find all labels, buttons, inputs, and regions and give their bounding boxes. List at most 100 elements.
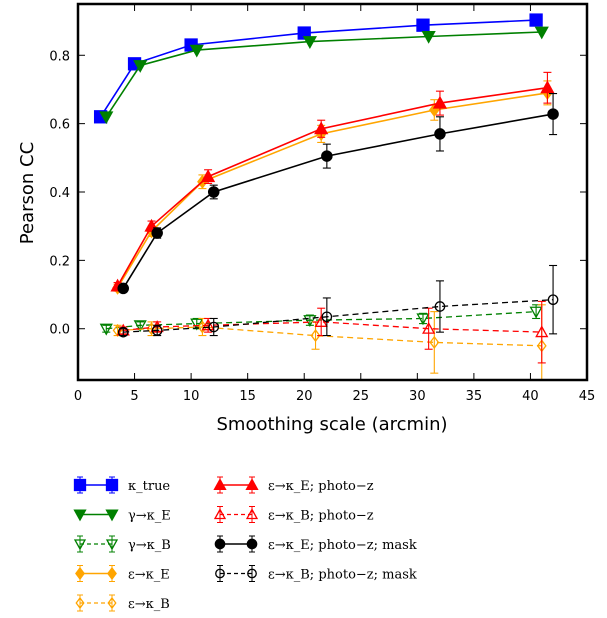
data-point — [416, 313, 430, 326]
data-point — [434, 128, 446, 140]
legend-label: γ→κ_E — [128, 509, 171, 524]
legend-label: κ_true — [128, 479, 170, 494]
x-tick-label: 30 — [409, 389, 426, 404]
data-point — [314, 315, 328, 327]
legend-marker — [73, 539, 87, 551]
y-tick-label: 0.2 — [49, 254, 70, 269]
x-tick-label: 5 — [130, 389, 138, 404]
series-line — [117, 326, 542, 347]
x-tick-label: 10 — [183, 389, 200, 404]
legend-entry: ε→κ_B; photo−z — [213, 506, 374, 524]
legend-entry: ε→κ_E — [75, 565, 170, 583]
data-point — [422, 321, 436, 334]
legend-entry: ε→κ_B; photo−z; mask — [215, 565, 417, 583]
legend-label: γ→κ_B — [128, 538, 171, 553]
data-point — [302, 36, 317, 49]
x-tick-label: 20 — [296, 389, 313, 404]
legend-entry: ε→κ_B — [75, 594, 170, 612]
plot-area — [93, 13, 559, 380]
legend-entry: κ_true — [73, 476, 170, 494]
data-point — [117, 282, 129, 295]
x-tick-label: 25 — [353, 389, 370, 404]
legend-marker — [105, 478, 119, 492]
x-tick-label: 40 — [522, 389, 539, 404]
legend-marker — [75, 596, 85, 610]
legend-marker — [245, 478, 259, 491]
data-point — [421, 31, 436, 44]
data-point — [99, 323, 113, 336]
series-7 — [117, 93, 559, 295]
legend-label: ε→κ_B; photo−z — [268, 509, 374, 524]
data-point — [416, 18, 430, 32]
data-point — [434, 301, 446, 312]
series-line — [116, 92, 548, 289]
series-4 — [112, 304, 547, 380]
legend: κ_true γ→κ_E γ→κ_B ε→κ_E ε→κ_B ε→κ_E; photo−z… — [73, 476, 417, 612]
legend-marker — [75, 566, 85, 581]
data-point — [297, 26, 311, 40]
legend-marker — [245, 508, 259, 520]
error-bar — [209, 317, 218, 337]
legend-entry: γ→κ_B — [73, 535, 171, 553]
data-point — [117, 326, 129, 338]
error-bar — [322, 297, 331, 337]
series-line — [116, 86, 548, 287]
legend-entry: γ→κ_E — [73, 509, 171, 524]
legend-marker — [105, 509, 119, 522]
data-point — [540, 80, 555, 94]
y-tick-label: 0.8 — [49, 49, 70, 64]
data-point — [321, 150, 333, 162]
data-point — [303, 315, 317, 328]
legend-marker — [105, 539, 119, 551]
x-tick-label: 45 — [579, 389, 596, 404]
data-point — [314, 121, 329, 135]
data-point — [189, 44, 204, 58]
data-point — [429, 335, 440, 349]
error-bar — [430, 311, 439, 374]
plot-frame — [76, 2, 589, 382]
legend-label: ε→κ_E — [128, 568, 170, 583]
legend-marker — [107, 596, 117, 610]
legend-marker — [73, 509, 87, 522]
series-2 — [99, 304, 543, 336]
data-point — [547, 108, 559, 120]
series-line — [105, 31, 542, 118]
y-axis-title: Pearson CC — [17, 142, 38, 244]
error-bar — [435, 280, 444, 333]
legend-entry: ε→κ_E; photo−z — [213, 476, 374, 494]
legend-label: ε→κ_E; photo−z — [268, 479, 374, 494]
data-point — [151, 325, 163, 336]
data-point — [432, 95, 448, 109]
series-1 — [99, 26, 549, 125]
error-bar — [102, 324, 111, 333]
legend-marker — [213, 508, 227, 520]
legend-label: ε→κ_E; photo−z; mask — [268, 538, 417, 553]
legend-marker — [215, 568, 225, 579]
data-point — [190, 318, 204, 331]
data-point — [529, 13, 543, 27]
legend-marker — [213, 478, 227, 491]
data-point — [201, 318, 215, 331]
x-tick-label: 35 — [466, 389, 483, 404]
data-point — [133, 320, 147, 333]
data-point — [535, 325, 549, 338]
data-point — [151, 227, 163, 239]
data-point — [200, 169, 216, 183]
data-point — [208, 321, 220, 333]
x-tick-label: 0 — [74, 389, 82, 404]
legend-marker — [73, 478, 87, 492]
series-0 — [93, 13, 543, 124]
series-line — [106, 310, 537, 330]
series-line — [122, 113, 554, 289]
legend-label: ε→κ_B; photo−z; mask — [268, 568, 417, 583]
legend-marker — [214, 538, 226, 550]
y-tick-label: 0.4 — [49, 186, 70, 201]
series-3 — [112, 80, 553, 295]
series-line — [99, 19, 537, 118]
y-tick-label: 0.6 — [49, 118, 70, 133]
legend-marker — [246, 538, 258, 550]
x-tick-label: 15 — [239, 389, 256, 404]
series-8 — [117, 264, 559, 338]
legend-label: ε→κ_B — [128, 597, 170, 612]
